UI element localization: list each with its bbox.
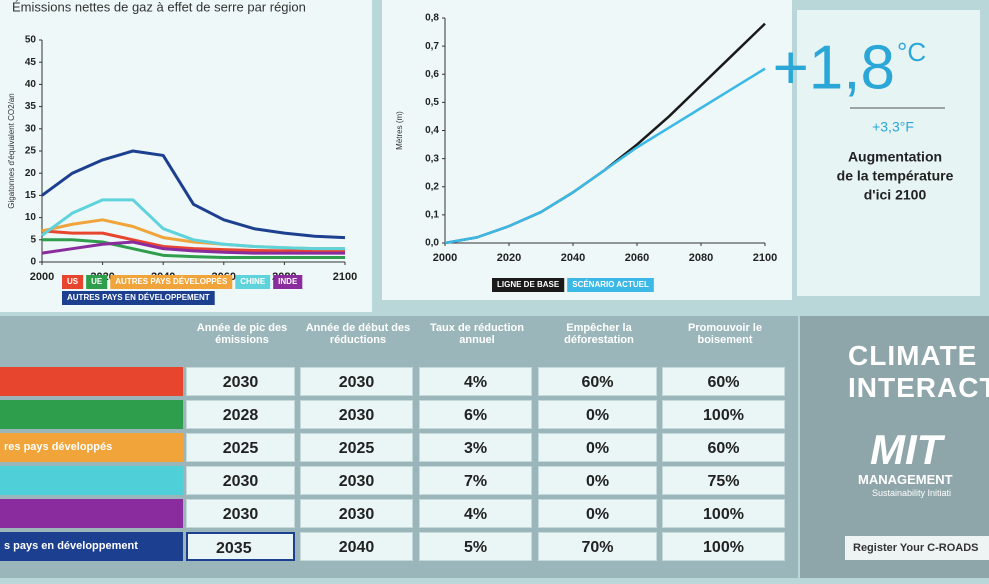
logo-text: MIT xyxy=(870,426,942,474)
input-cell[interactable]: 2030 xyxy=(300,466,413,495)
y-tick-label: 0,0 xyxy=(425,238,439,249)
input-cell[interactable]: 2030 xyxy=(186,367,295,396)
input-cell[interactable]: 0% xyxy=(538,466,657,495)
input-cell[interactable]: 0% xyxy=(538,400,657,429)
y-tick-label: 30 xyxy=(25,123,37,134)
temperature-fahrenheit: +3,3°F xyxy=(872,119,914,135)
x-tick-label: 2080 xyxy=(689,252,713,264)
input-cell[interactable]: 70% xyxy=(538,532,657,561)
y-tick-label: 0,3 xyxy=(425,153,439,164)
input-cell[interactable]: 7% xyxy=(419,466,532,495)
legend-label: UE xyxy=(91,277,103,286)
y-tick-label: 35 xyxy=(25,101,37,112)
y-tick-label: 45 xyxy=(25,57,37,68)
y-tick-label: 0,7 xyxy=(425,41,439,52)
input-cell[interactable]: 0% xyxy=(538,499,657,528)
input-cell[interactable]: 4% xyxy=(419,499,532,528)
input-cell[interactable]: 2030 xyxy=(300,367,413,396)
legend-label: SCÉNARIO ACTUEL xyxy=(572,280,649,289)
chart-title: Émissions nettes de gaz à effet de serre… xyxy=(12,0,306,14)
y-tick-label: 15 xyxy=(25,190,37,201)
logos: CLIMATE INTERACTI MIT MANAGEMENT Sustain… xyxy=(800,316,989,578)
y-tick-label: 25 xyxy=(25,146,37,157)
input-cell[interactable]: 2040 xyxy=(300,532,413,561)
y-tick-label: 0,8 xyxy=(425,13,439,24)
temperature-celsius: +1,8 xyxy=(773,33,895,102)
y-tick-label: 10 xyxy=(25,212,37,223)
column-header: Taux de réduction annuel xyxy=(419,322,535,346)
legend-label: US xyxy=(67,277,79,286)
legend-label: INDE xyxy=(278,277,298,286)
row-label: s pays en développement xyxy=(0,532,183,561)
input-cell[interactable]: 2035 xyxy=(186,532,295,561)
row-label: res pays développés xyxy=(0,433,183,462)
logo-text: CLIMATE xyxy=(848,340,977,372)
y-tick-label: 0,1 xyxy=(425,210,439,221)
input-cell[interactable]: 2030 xyxy=(186,466,295,495)
y-tick-label: 0 xyxy=(30,257,36,268)
charts-area: Émissions nettes de gaz à effet de serre… xyxy=(0,0,989,316)
y-axis-label: Mètres (m) xyxy=(395,111,404,150)
row-label xyxy=(0,466,183,495)
temperature-unit: °C xyxy=(897,37,926,67)
input-cell[interactable]: 2025 xyxy=(186,433,295,462)
column-header: Année de début des réductions xyxy=(300,322,416,346)
row-label xyxy=(0,367,183,396)
x-tick-label: 2020 xyxy=(497,252,521,264)
y-tick-label: 50 xyxy=(25,35,37,46)
x-tick-label: 2000 xyxy=(433,252,457,264)
input-cell[interactable]: 60% xyxy=(538,367,657,396)
input-cell[interactable]: 4% xyxy=(419,367,532,396)
y-tick-label: 5 xyxy=(30,234,36,245)
y-tick-label: 20 xyxy=(25,168,37,179)
input-cell[interactable]: 2030 xyxy=(186,499,295,528)
y-tick-label: 0,4 xyxy=(425,125,439,136)
row-label xyxy=(0,400,183,429)
input-cell[interactable]: 3% xyxy=(419,433,532,462)
y-tick-label: 40 xyxy=(25,79,37,90)
logo-text: INTERACTI xyxy=(848,372,989,404)
input-cell[interactable]: 100% xyxy=(662,499,785,528)
input-cell[interactable]: 75% xyxy=(662,466,785,495)
column-header: Année de pic des émissions xyxy=(186,322,298,346)
emissions-panel xyxy=(0,0,372,312)
input-cell[interactable]: 2025 xyxy=(300,433,413,462)
input-cell[interactable]: 6% xyxy=(419,400,532,429)
input-cell[interactable]: 60% xyxy=(662,367,785,396)
y-tick-label: 0,2 xyxy=(425,181,439,192)
input-cell[interactable]: 2030 xyxy=(300,400,413,429)
input-cell[interactable]: 60% xyxy=(662,433,785,462)
caption-line: d'ici 2100 xyxy=(864,187,927,203)
legend-label: AUTRES PAYS EN DÉVELOPPEMENT xyxy=(67,293,210,302)
y-tick-label: 0,5 xyxy=(425,97,439,108)
row-label xyxy=(0,499,183,528)
column-header: Empêcher la déforestation xyxy=(538,322,660,346)
caption-line: de la température xyxy=(837,168,954,184)
y-tick-label: 0,6 xyxy=(425,69,439,80)
caption-line: Augmentation xyxy=(848,149,942,165)
x-tick-label: 2040 xyxy=(561,252,585,264)
input-cell[interactable]: 100% xyxy=(662,400,785,429)
column-header: Promouvoir le boisement xyxy=(662,322,788,346)
input-cell[interactable]: 0% xyxy=(538,433,657,462)
logo-text: Sustainability Initiati xyxy=(872,488,951,498)
y-axis-label: Gigatonnes d'équivalent CO2/an xyxy=(7,93,16,208)
input-cell[interactable]: 2030 xyxy=(300,499,413,528)
input-cell[interactable]: 5% xyxy=(419,532,532,561)
x-tick-label: 2100 xyxy=(753,252,777,264)
input-cell[interactable]: 2028 xyxy=(186,400,295,429)
register-button[interactable]: Register Your C-ROADS xyxy=(845,536,989,560)
legend-label: LIGNE DE BASE xyxy=(497,280,560,289)
x-tick-label: 2100 xyxy=(333,271,357,283)
logo-text: MANAGEMENT xyxy=(858,472,953,487)
legend-label: AUTRES PAYS DÉVELOPPÉS xyxy=(115,277,228,286)
legend-label: CHINE xyxy=(240,277,266,286)
x-tick-label: 2060 xyxy=(625,252,649,264)
x-tick-label: 2000 xyxy=(30,271,54,283)
input-cell[interactable]: 100% xyxy=(662,532,785,561)
